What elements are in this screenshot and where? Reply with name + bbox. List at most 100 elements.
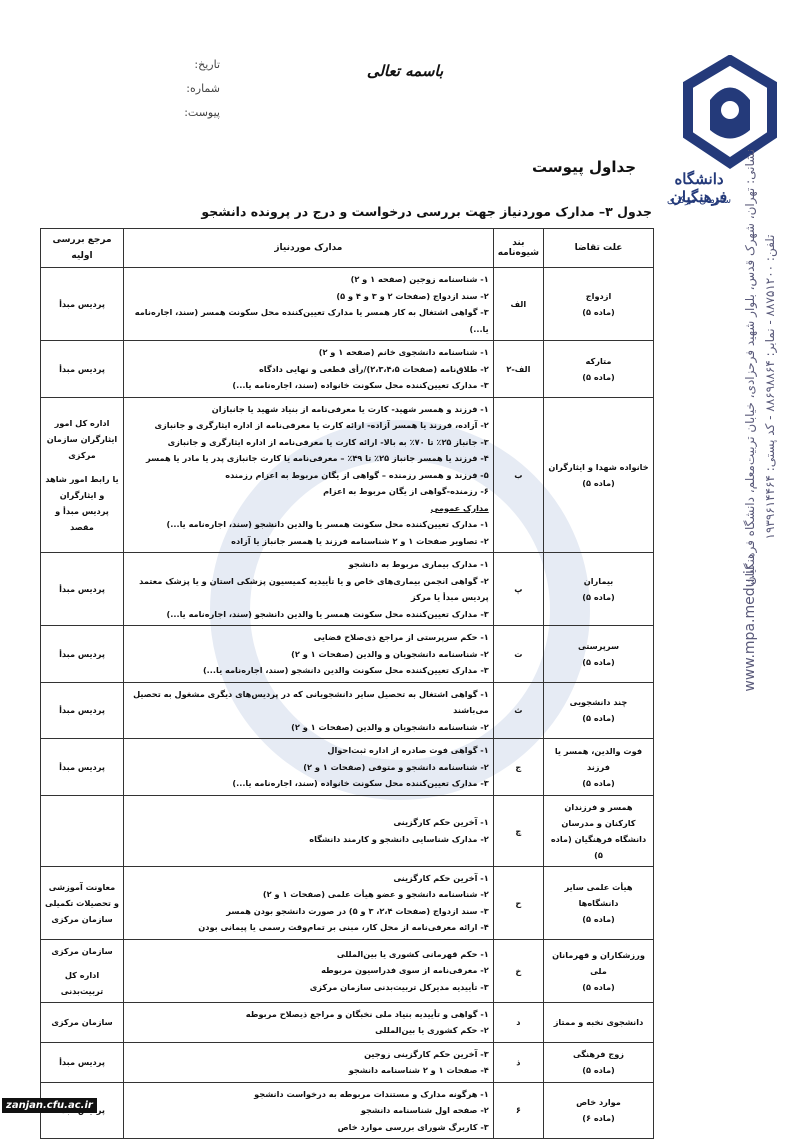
doc-line: ۲- شناسنامه دانشجو و عضو هیأت علمی (صفحا…	[262, 889, 489, 899]
clause-cell: ح	[492, 865, 545, 940]
table-row: سرپرستی (ماده ۵) ت ۱- حکم سرپرستی از مراجع …	[40, 625, 654, 683]
ref-cell: پردیس مبدأ	[40, 1041, 124, 1083]
number-label: شماره:	[186, 82, 220, 95]
ref-line: پردیس مبدأ	[59, 648, 105, 659]
ref-line: پردیس مبدأ	[59, 705, 105, 716]
doc-line: ۱- گواهی اشتغال به تحصیل سایر دانشجویانی…	[133, 688, 489, 716]
docs-cell: ۱- هرگونه مدارک و مستندات مربوطه به درخو…	[123, 1081, 494, 1139]
ref-cell: پردیس مبدأ	[40, 738, 124, 796]
clause-cell: ۶	[492, 1081, 545, 1139]
docs-cell: ۱- گواهی و تأییدیه بنیاد ملی نخبگان و مر…	[123, 1001, 494, 1043]
clause-cell: الف	[492, 267, 545, 341]
docs-cell: ۱- حکم سرپرستی از مراجع ذی‌صلاح قضایی ۲- …	[123, 625, 494, 683]
ref-cell: اداره کل امور ایثارگران سازمان مرکزی یا ر…	[40, 396, 124, 553]
doc-line: ۳- مدارک تعیین‌کننده محل سکونت همسر یا و…	[166, 608, 489, 619]
header-row: علت تقاضا بند شیوه‌نامه مدارک موردنیاز م…	[40, 228, 654, 268]
doc-line: ۱- هرگونه مدارک و مستندات مربوطه به درخو…	[254, 1088, 489, 1099]
reason-cell: همسر و فرزندان کارکنان و مدرسان دانشگاه …	[543, 794, 654, 867]
clause-cell: ذ	[492, 1041, 545, 1083]
doc-line: ۶- رزمنده-گواهی از یگان مربوط به اعزام	[323, 486, 489, 496]
table-row: خانواده شهدا و ایثارگران (ماده ۵) ب ۱- فرزن…	[40, 396, 654, 553]
doc-line: ۳- مدارک تعیین‌کننده محل سکونت خانواده (…	[232, 380, 489, 390]
reason-cell: سرپرستی (ماده ۵)	[543, 625, 654, 683]
table-head: علت تقاضا بند شیوه‌نامه مدارک موردنیاز م…	[40, 228, 654, 268]
doc-line: ۱- گواهی و تأییدیه بنیاد ملی نخبگان و مر…	[245, 1008, 489, 1019]
reason-line: (ماده ۵)	[582, 913, 615, 924]
table-row: همسر و فرزندان کارکنان و مدرسان دانشگاه …	[40, 794, 654, 867]
reason-cell: متارکه (ماده ۵)	[543, 340, 654, 398]
logo-frame	[683, 55, 777, 170]
reason-cell: ازدواج (ماده ۵)	[543, 267, 654, 341]
docs-cell: ۱- شناسنامه دانشجوی خانم (صفحه ۱ و ۲) ۲- …	[123, 340, 494, 398]
column-header: علت تقاضا	[543, 228, 654, 268]
reason-line: (ماده ۵)	[582, 777, 615, 788]
reason-line: بیماران	[583, 576, 614, 586]
doc-line: ۵- فرزند و همسر رزمنده – گواهی از یگان م…	[225, 469, 489, 480]
table-row: چند دانشجویی (ماده ۵) ث ۱- گواهی اشتغال به …	[40, 681, 654, 739]
logo	[683, 55, 777, 170]
docs-cell: ۱- گواهی اشتغال به تحصیل سایر دانشجویانی…	[123, 681, 494, 739]
doc-line: ۲- طلاق‌نامه (صفحات ۲،۳،۴،۵)/رأی قطعی و …	[258, 363, 489, 374]
table-row: متارکه (ماده ۵) الف-۲ ۱- شناسنامه دانشجوی خ…	[40, 340, 654, 398]
reason-line: خانواده شهدا و ایثارگران	[548, 461, 649, 472]
footer: zanjan.cfu.ac.ir	[2, 1098, 97, 1113]
doc-line: ۳- تأییدیه مدیرکل تربیت‌بدنی سازمان مرکز…	[309, 981, 489, 992]
doc-line: ۲- شناسنامه دانشجویان و والدین (صفحات ۱ …	[291, 648, 489, 659]
ref-line: اداره کل امور ایثارگران سازمان مرکزی	[46, 417, 118, 460]
reason-line: موارد خاص	[576, 1097, 621, 1108]
reason-cell: ورزشکاران و قهرمانان ملی (ماده ۵)	[543, 938, 654, 1003]
table-body: ازدواج (ماده ۵) الف ۱- شناسنامه زوجین (صفحه…	[40, 267, 654, 1139]
docs-cell: ۱- فرزند و همسر شهید- کارت یا معرفی‌نامه…	[123, 396, 494, 553]
reason-cell: موارد خاص (ماده ۶)	[543, 1081, 654, 1139]
reason-cell: بیماران (ماده ۵)	[543, 552, 654, 626]
doc-line: ۱- مدارک بیماری مربوط به دانشجو	[348, 559, 489, 569]
reason-line: (ماده ۵)	[582, 713, 615, 724]
doc-line: ۲- شناسنامه دانشجویان و والدین (صفحات ۱ …	[291, 721, 489, 732]
docs-cell: ۳- آخرین حکم کارگزینی زوجین ۴- صفحات ۱ و …	[123, 1041, 494, 1083]
clause-cell: ج	[492, 738, 545, 796]
reason-cell: فوت والدین، همسر یا فرزند (ماده ۵)	[543, 738, 654, 796]
doc-line: ۲- تصاویر صفحات ۱ و ۲ شناسنامه فرزند یا …	[231, 535, 489, 546]
table-row: زوج فرهنگی (ماده ۵) ذ ۳- آخرین حکم کارگزینی…	[40, 1041, 654, 1083]
reason-line: (ماده ۵)	[582, 477, 615, 488]
phone: تلفن: ۸۸۷۵۱۲۰۰ - نمابر: ۸۸۶۹۸۸۶۴ - کد پس…	[763, 234, 777, 540]
logo-sub: سازمان مرکزی	[666, 195, 732, 206]
doc-line: ۳- آخرین حکم کارگزینی زوجین	[364, 1048, 489, 1059]
ref-cell: معاونت آموزشی و تحصیلات تکمیلی سازمان مر…	[40, 865, 124, 940]
docs-cell: ۱- مدارک بیماری مربوط به دانشجو ۲- گواهی …	[123, 552, 494, 626]
clause-cell: ب	[492, 396, 545, 553]
ref-line: پردیس مبدأ	[59, 761, 105, 772]
ref-cell: پردیس مبدأ	[40, 552, 124, 626]
reason-line: (ماده ۵)	[582, 656, 615, 667]
reason-cell: دانشجوی نخبه و ممتاز	[543, 1001, 654, 1043]
bismillah: باسمه تعالی	[366, 62, 444, 80]
ref-cell: پردیس مبدأ	[40, 681, 124, 739]
doc-line: ۳- مدارک تعیین‌کننده محل سکونت خانواده (…	[232, 778, 489, 788]
table-title: جدول ۳– مدارک موردنیاز جهت بررسی درخواست…	[201, 204, 652, 219]
logo-dot	[721, 101, 739, 119]
reason-line: (ماده ۵)	[582, 592, 615, 602]
doc-line: ۲- حکم کشوری یا بین‌المللی	[375, 1025, 489, 1035]
table-row: بیماران (ماده ۵) پ ۱- مدارک بیماری مربوط به…	[40, 552, 654, 626]
doc-line: ۳- جانباز ۲۵٪ تا ۷۰٪ به بالا- ارائه کارت…	[167, 436, 489, 447]
doc-line: ۳- کاربرگ شورای بررسی موارد خاص	[337, 1121, 489, 1132]
reason-line: چند دانشجویی	[569, 697, 628, 708]
ref-line: پردیس مبدأ	[59, 584, 105, 594]
website: www.mpa.medu.ir	[742, 564, 758, 692]
ref-line: اداره کل تربیت‌بدنی	[60, 969, 104, 996]
ref-line: یا رابط امور شاهد و ایثارگران پردیس مبدأ…	[45, 473, 119, 532]
column-header: بند شیوه‌نامه	[492, 228, 545, 268]
table-row: فوت والدین، همسر یا فرزند (ماده ۵) ج ۱- گوا…	[40, 738, 654, 796]
doc-line: ۲- سند ازدواج (صفحات ۲ و ۳ و ۴ و ۵)	[336, 290, 489, 301]
docs-cell: ۱- شناسنامه زوجین (صفحه ۱ و ۲) ۲- سند ازد…	[123, 267, 494, 341]
doc-line: ۲- آزاده، فرزند یا همسر آزاده- ارائه کار…	[154, 420, 489, 430]
attachment-label: پیوست:	[184, 106, 220, 119]
doc-line: ۱- شناسنامه زوجین (صفحه ۱ و ۲)	[350, 274, 489, 284]
ref-line: پردیس مبدأ	[59, 299, 105, 309]
column-header: مرجع بررسی اولیه	[40, 228, 124, 268]
docs-cell: ۱- گواهی فوت صادره از اداره ثبت‌احوال ۲- …	[123, 738, 494, 796]
table: علت تقاضا بند شیوه‌نامه مدارک موردنیاز م…	[40, 228, 654, 1139]
doc-line: ۴- ارائه معرفی‌نامه از محل کار، مبنی بر …	[198, 922, 489, 932]
reason-line: دانشجوی نخبه و ممتاز	[553, 1017, 644, 1027]
doc-line: ۱- فرزند و همسر شهید- کارت یا معرفی‌نامه…	[211, 403, 489, 414]
